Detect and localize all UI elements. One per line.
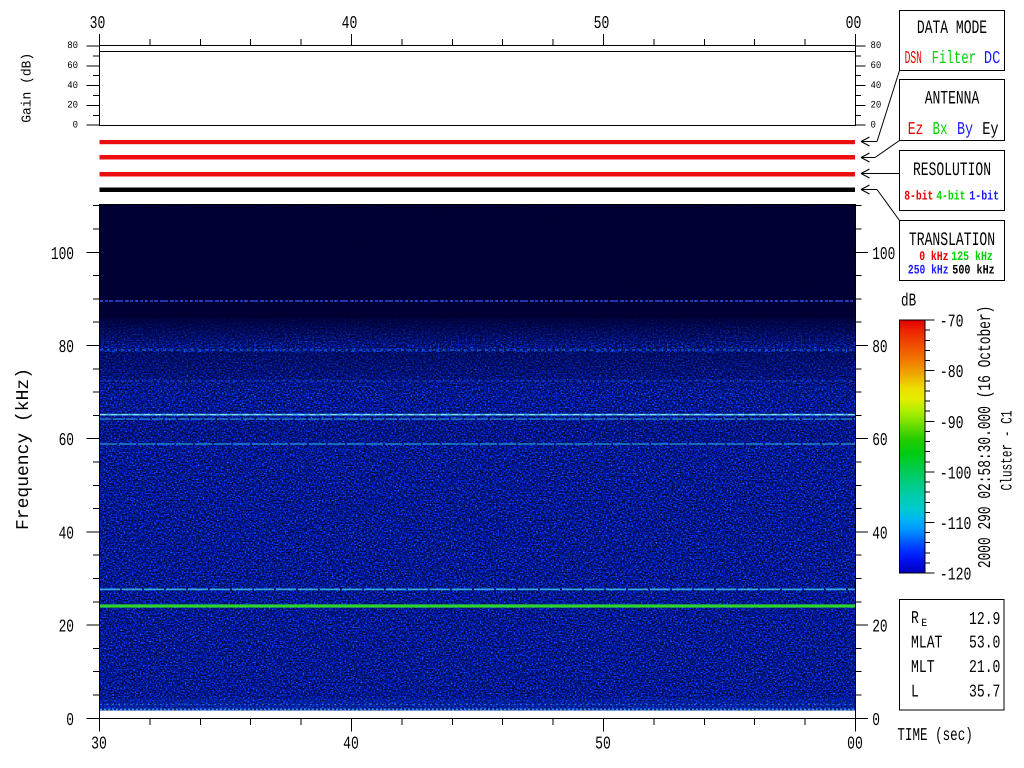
svg-text:80: 80 xyxy=(872,338,887,358)
svg-text:30: 30 xyxy=(91,734,107,754)
svg-text:0: 0 xyxy=(73,120,78,131)
svg-text:Ez: Ez xyxy=(908,120,924,140)
svg-text:0: 0 xyxy=(871,120,876,131)
svg-text:8-bit: 8-bit xyxy=(904,189,933,204)
svg-text:DATA MODE: DATA MODE xyxy=(917,17,987,39)
svg-text:100: 100 xyxy=(872,245,895,265)
svg-text:60: 60 xyxy=(871,61,882,72)
svg-text:Ey: Ey xyxy=(982,120,999,140)
svg-text:250 kHz: 250 kHz xyxy=(908,262,949,277)
svg-text:80: 80 xyxy=(871,41,882,52)
svg-text:40: 40 xyxy=(872,524,887,544)
svg-text:21.0: 21.0 xyxy=(969,658,1000,678)
svg-text:60: 60 xyxy=(872,431,887,451)
svg-text:40: 40 xyxy=(342,14,358,34)
svg-text:60: 60 xyxy=(59,431,74,451)
svg-text:20: 20 xyxy=(872,618,887,638)
svg-text:40: 40 xyxy=(67,81,78,92)
svg-text:Frequency (kHz): Frequency (kHz) xyxy=(14,368,34,530)
svg-text:-90: -90 xyxy=(940,414,964,434)
svg-text:Cluster - C1: Cluster - C1 xyxy=(999,411,1017,491)
svg-text:20: 20 xyxy=(871,101,882,112)
svg-text:0: 0 xyxy=(66,711,74,731)
svg-text:R: R xyxy=(911,609,919,629)
svg-text:35.7: 35.7 xyxy=(969,683,1000,703)
svg-text:-120: -120 xyxy=(940,566,972,586)
svg-text:4-bit: 4-bit xyxy=(936,189,965,204)
svg-text:0: 0 xyxy=(872,711,880,731)
svg-text:20: 20 xyxy=(59,618,74,638)
svg-text:L: L xyxy=(911,683,919,703)
svg-text:DC: DC xyxy=(984,49,1001,69)
svg-text:50: 50 xyxy=(595,734,611,754)
svg-text:500 kHz: 500 kHz xyxy=(952,262,994,277)
svg-text:Bx: Bx xyxy=(933,120,948,140)
svg-text:MLAT: MLAT xyxy=(911,633,943,653)
svg-text:ANTENNA: ANTENNA xyxy=(925,87,980,109)
svg-text:By: By xyxy=(957,120,973,140)
svg-text:-70: -70 xyxy=(940,313,964,333)
svg-text:80: 80 xyxy=(59,338,74,358)
svg-text:40: 40 xyxy=(59,524,74,544)
svg-text:30: 30 xyxy=(90,14,106,34)
svg-text:1-bit: 1-bit xyxy=(969,189,999,204)
svg-text:E: E xyxy=(921,618,927,630)
svg-text:0 kHz: 0 kHz xyxy=(919,249,948,264)
svg-text:RESOLUTION: RESOLUTION xyxy=(913,159,991,181)
svg-text:dB: dB xyxy=(901,291,916,311)
svg-text:40: 40 xyxy=(343,734,359,754)
svg-text:-110: -110 xyxy=(940,515,972,535)
svg-text:DSN: DSN xyxy=(905,49,922,69)
svg-text:40: 40 xyxy=(871,81,882,92)
svg-text:12.9: 12.9 xyxy=(969,610,1000,630)
svg-text:-80: -80 xyxy=(940,363,964,383)
svg-text:-100: -100 xyxy=(940,464,972,484)
svg-text:80: 80 xyxy=(67,41,78,52)
svg-text:50: 50 xyxy=(594,14,610,34)
svg-text:TRANSLATION: TRANSLATION xyxy=(909,229,995,251)
svg-text:100: 100 xyxy=(51,245,74,265)
svg-text:TIME (sec): TIME (sec) xyxy=(897,726,972,746)
svg-text:MLT: MLT xyxy=(911,658,935,678)
svg-text:Filter: Filter xyxy=(932,49,977,69)
svg-text:00: 00 xyxy=(847,734,863,754)
svg-text:125 kHz: 125 kHz xyxy=(951,249,993,264)
svg-text:Gain (dB): Gain (dB) xyxy=(21,53,36,123)
svg-text:20: 20 xyxy=(67,101,78,112)
svg-text:00: 00 xyxy=(846,14,862,34)
svg-text:53.0: 53.0 xyxy=(969,633,1000,653)
svg-text:60: 60 xyxy=(67,61,78,72)
svg-text:2000 290 02:58:30.000 (16 Octo: 2000 290 02:58:30.000 (16 October) xyxy=(976,306,996,569)
